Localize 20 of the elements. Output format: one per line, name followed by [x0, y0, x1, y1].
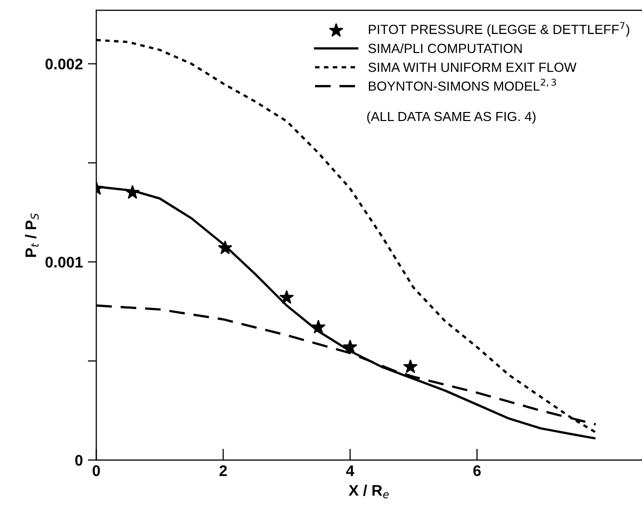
annotation: (ALL DATA SAME AS FIG. 4) — [367, 111, 536, 124]
y-tick-label: 0.002 — [45, 58, 82, 70]
x-tick-label: 4 — [346, 465, 354, 476]
point — [403, 360, 418, 373]
y-tick-label: 0 — [75, 454, 82, 466]
legend-label: SIMA WITH UNIFORM EXIT FLOW — [368, 62, 576, 72]
legend-label: SIMA/PLI COMPUTATION — [368, 43, 522, 54]
x-axis-title: X / R$_{e}$ — [348, 484, 389, 498]
point — [343, 340, 358, 354]
point — [126, 185, 140, 199]
x-tick-label: 6 — [473, 465, 481, 476]
y-tick-label: 0.001 — [45, 256, 83, 268]
legend-label: BOYNTON-SIMONS MODEL$^{2,3}$ — [368, 78, 556, 91]
point — [218, 240, 232, 254]
y-axis-title: P$_{t}$ / P$_{S}$ — [25, 213, 39, 257]
point — [311, 320, 326, 334]
point — [280, 290, 294, 304]
x-tick-label: 0 — [92, 465, 100, 476]
legend-label: PITOT PRESSURE (LEGGE & DETTLEFF$^{7}$) — [368, 22, 630, 37]
x-tick-label: 2 — [219, 465, 227, 476]
